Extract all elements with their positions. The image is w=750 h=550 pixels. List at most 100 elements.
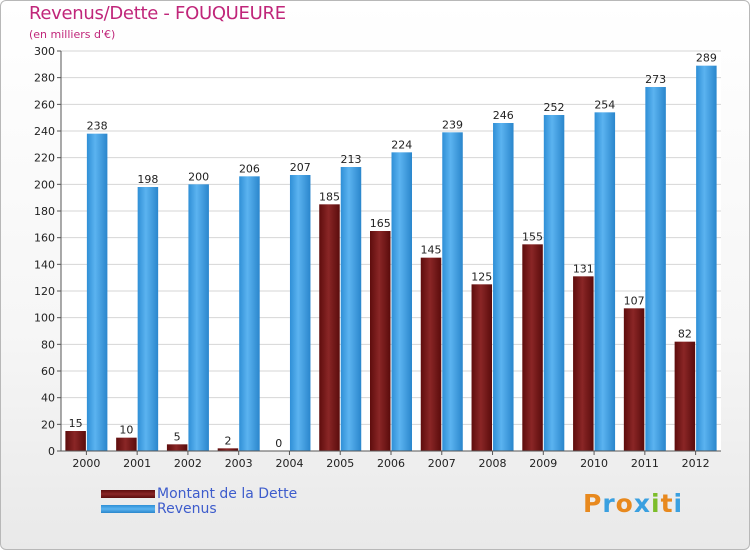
bar-dette	[573, 276, 594, 451]
x-tick-label: 2001	[123, 457, 151, 470]
data-label-dette: 125	[471, 270, 492, 283]
bar-dette	[420, 257, 442, 451]
data-label-dette: 155	[522, 230, 543, 243]
y-tick-label: 260	[34, 98, 55, 111]
bar-revenus	[442, 132, 463, 452]
y-tick-label: 100	[34, 312, 55, 325]
y-tick-label: 300	[34, 45, 55, 58]
data-label-revenus: 289	[696, 52, 717, 65]
data-label-dette: 165	[370, 217, 391, 230]
bar-revenus	[137, 187, 159, 451]
bar-dette	[674, 341, 696, 451]
bar-revenus	[188, 184, 209, 452]
y-tick-label: 180	[34, 205, 55, 218]
y-tick-label: 0	[48, 445, 55, 458]
legend-swatch-revenus	[101, 505, 155, 513]
proxiti-logo: Proxiti	[583, 489, 683, 518]
logo-letter: r	[602, 489, 616, 518]
data-label-dette: 0	[275, 437, 282, 450]
y-tick-label: 40	[41, 392, 55, 405]
data-label-dette: 10	[119, 424, 133, 437]
logo-letter: t	[660, 489, 674, 518]
data-label-revenus: 239	[442, 118, 463, 131]
bar-revenus	[239, 176, 260, 452]
data-label-revenus: 207	[290, 161, 311, 174]
data-label-revenus: 246	[493, 109, 514, 122]
data-label-revenus: 200	[188, 170, 209, 183]
x-tick-label: 2011	[631, 457, 659, 470]
x-tick-label: 2008	[479, 457, 507, 470]
bars-layer: 15 238 10 198 5 200 2 206 0 207 185 213 165 224 145 239…	[65, 52, 717, 452]
data-label-dette: 2	[224, 434, 231, 447]
bar-dette	[116, 437, 137, 451]
y-tick-label: 80	[41, 338, 55, 351]
bar-dette	[217, 448, 239, 451]
data-label-dette: 5	[174, 430, 181, 443]
chart-subtitle: (en milliers d'€)	[29, 28, 116, 41]
x-tick-label: 2002	[174, 457, 202, 470]
y-tick-label: 200	[34, 178, 55, 191]
chart-title: Revenus/Dette - FOUQUEURE	[29, 3, 286, 24]
bar-revenus	[543, 115, 565, 451]
data-label-revenus: 224	[391, 138, 412, 151]
legend-swatch-dette	[101, 490, 155, 498]
logo-letter: P	[583, 489, 603, 518]
data-label-revenus: 206	[239, 162, 260, 175]
data-label-dette: 107	[624, 294, 645, 307]
bar-revenus	[645, 87, 666, 451]
bar-revenus	[696, 65, 717, 452]
x-tick-label: 2004	[275, 457, 303, 470]
logo-letter: i	[651, 489, 661, 518]
data-label-revenus: 252	[544, 101, 565, 114]
logo-letter: o	[615, 489, 634, 518]
bar-dette	[471, 284, 493, 451]
x-tick-label: 2003	[225, 457, 253, 470]
y-tick-label: 280	[34, 72, 55, 85]
bar-dette	[65, 431, 86, 451]
plot-area	[61, 51, 721, 451]
x-tick-label: 2010	[580, 457, 608, 470]
bar-dette	[623, 308, 645, 451]
y-tick-label: 240	[34, 125, 55, 138]
data-label-revenus: 213	[340, 153, 361, 166]
y-tick-label: 60	[41, 365, 55, 378]
bar-dette	[370, 231, 391, 451]
y-tick-label: 160	[34, 232, 55, 245]
x-axis: 2000 2001 2002 2003 2004 2005 2006 2007 2008 2009…	[61, 450, 721, 470]
bar-revenus	[86, 133, 108, 451]
data-label-dette: 82	[678, 328, 692, 341]
data-label-dette: 185	[319, 190, 340, 203]
bar-revenus	[493, 123, 514, 451]
logo-letter: i	[673, 489, 684, 518]
data-label-dette: 131	[573, 262, 594, 275]
bar-dette	[319, 204, 340, 451]
data-label-revenus: 254	[594, 98, 615, 111]
data-label-dette: 145	[421, 244, 442, 257]
data-label-dette: 15	[69, 417, 83, 430]
y-tick-label: 140	[34, 258, 55, 271]
y-tick-label: 120	[34, 285, 55, 298]
bar-revenus	[391, 152, 412, 452]
x-tick-label: 2006	[377, 457, 405, 470]
data-label-revenus: 198	[137, 173, 158, 186]
data-label-revenus: 238	[87, 120, 108, 133]
x-tick-label: 2000	[72, 457, 100, 470]
logo-letter: x	[633, 489, 651, 518]
bar-dette	[166, 444, 188, 451]
bar-revenus	[340, 167, 362, 451]
x-tick-label: 2009	[529, 457, 557, 470]
legend-label-dette: Montant de la Dette	[157, 486, 298, 502]
y-tick-label: 220	[34, 152, 55, 165]
data-label-revenus: 273	[645, 73, 666, 86]
bar-dette	[522, 244, 543, 451]
bar-revenus	[594, 112, 616, 451]
x-tick-label: 2012	[682, 457, 710, 470]
y-axis: 0 20 40 60 80 100 120 140 160 180 200 220 240 260 280 3…	[34, 45, 62, 458]
x-tick-label: 2005	[326, 457, 354, 470]
y-tick-label: 20	[41, 418, 55, 431]
x-tick-label: 2007	[428, 457, 456, 470]
grid-layer	[61, 50, 721, 452]
legend-label-revenus: Revenus	[157, 501, 217, 517]
